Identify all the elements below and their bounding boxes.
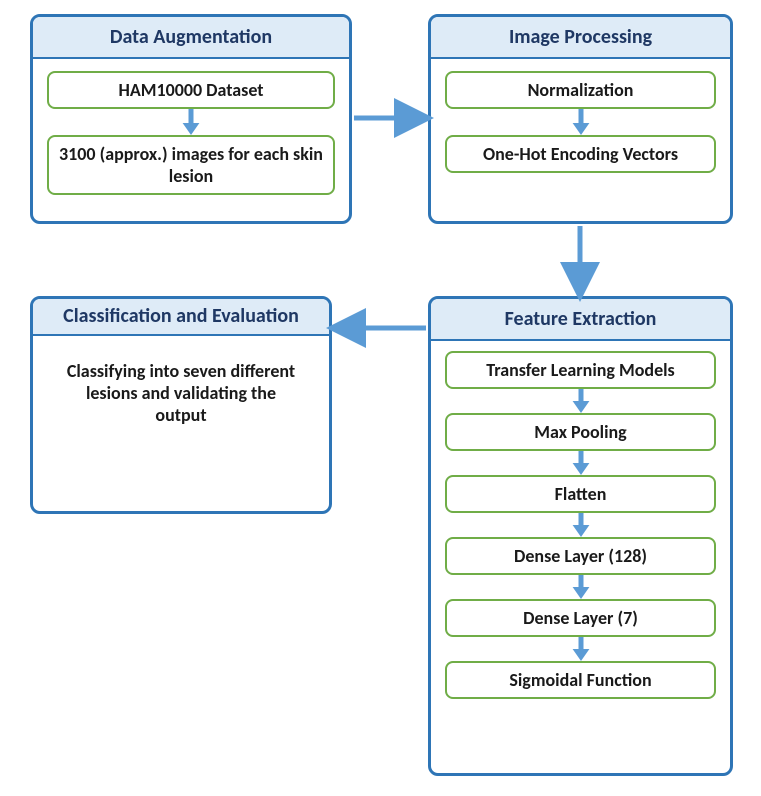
arrow-down-icon (571, 637, 591, 661)
arrow-down-icon (571, 513, 591, 537)
pill-max-pooling: Max Pooling (445, 413, 716, 451)
pill-transfer-learning: Transfer Learning Models (445, 351, 716, 389)
panel-body: HAM10000 Dataset 3100 (approx.) images f… (33, 59, 349, 209)
arrow-down-icon (181, 109, 201, 135)
pill-flatten: Flatten (445, 475, 716, 513)
arrow-down-icon (571, 575, 591, 599)
panel-header: Image Processing (431, 17, 730, 59)
pill-dense-128: Dense Layer (128) (445, 537, 716, 575)
pill-onehot: One-Hot Encoding Vectors (445, 135, 716, 173)
pill-normalization: Normalization (445, 71, 716, 109)
arrow-down-icon (571, 109, 591, 135)
arrow-down-icon (571, 389, 591, 413)
panel-body: Transfer Learning Models Max Pooling Fla… (431, 341, 730, 713)
panel-feature-extraction: Feature Extraction Transfer Learning Mod… (428, 296, 733, 776)
panel-header: Feature Extraction (431, 299, 730, 341)
pill-ham10000: HAM10000 Dataset (47, 71, 335, 109)
panel-body: Classifying into seven different lesions… (33, 336, 329, 450)
classification-text: Classifying into seven different lesions… (59, 356, 303, 430)
pill-images-per-lesion: 3100 (approx.) images for each skin lesi… (47, 135, 335, 195)
pill-sigmoidal: Sigmoidal Function (445, 661, 716, 699)
pill-dense-7: Dense Layer (7) (445, 599, 716, 637)
panel-header: Classification and Evaluation (33, 299, 329, 336)
panel-header: Data Augmentation (33, 17, 349, 59)
arrow-down-icon (571, 451, 591, 475)
panel-body: Normalization One-Hot Encoding Vectors (431, 59, 730, 187)
panel-image-processing: Image Processing Normalization One-Hot E… (428, 14, 733, 224)
panel-data-augmentation: Data Augmentation HAM10000 Dataset 3100 … (30, 14, 352, 224)
panel-classification: Classification and Evaluation Classifyin… (30, 296, 332, 514)
